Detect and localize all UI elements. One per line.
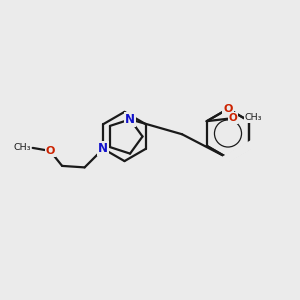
Text: O: O bbox=[229, 113, 237, 123]
Text: O: O bbox=[223, 104, 233, 114]
Text: N: N bbox=[125, 113, 135, 126]
Text: N: N bbox=[98, 142, 108, 155]
Text: O: O bbox=[45, 146, 55, 156]
Text: CH₃: CH₃ bbox=[244, 113, 262, 122]
Text: O: O bbox=[45, 146, 55, 156]
Text: O: O bbox=[223, 104, 233, 114]
Text: N: N bbox=[125, 113, 135, 126]
Text: N: N bbox=[98, 142, 108, 155]
Text: O: O bbox=[229, 113, 237, 123]
Text: CH₃: CH₃ bbox=[14, 143, 31, 152]
